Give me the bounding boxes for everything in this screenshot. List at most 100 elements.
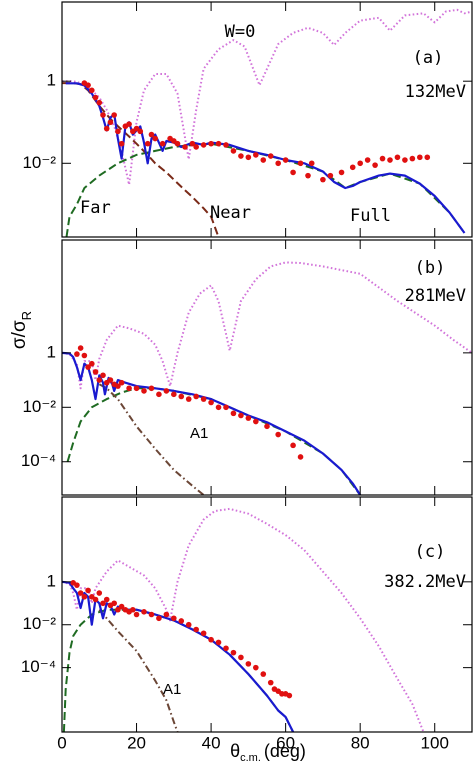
data-point [144, 140, 151, 147]
data-point [402, 157, 408, 163]
data-point [96, 590, 103, 596]
data-point [267, 679, 274, 686]
curve [62, 580, 295, 732]
data-point [286, 692, 293, 699]
data-point [260, 157, 267, 163]
panel-label: (b) [415, 258, 446, 278]
data-point [372, 162, 378, 168]
data-point [156, 615, 162, 622]
curve [62, 261, 472, 390]
data-point [85, 587, 91, 594]
curve [98, 609, 179, 732]
data-point [200, 396, 207, 402]
curve [62, 8, 472, 186]
data-point [208, 399, 214, 406]
data-point [290, 442, 296, 449]
data-point [189, 140, 196, 147]
data-point [100, 372, 106, 379]
data-point [115, 383, 121, 389]
data-point [103, 125, 110, 132]
curve-label: Full [350, 206, 391, 226]
data-point [245, 415, 252, 421]
curve-label: Near [210, 203, 251, 223]
plot-area [62, 8, 472, 237]
data-point [77, 345, 84, 351]
data-point [338, 169, 345, 176]
data-point [174, 140, 181, 147]
y-tick-label: 10⁻² [22, 614, 56, 633]
data-point [148, 611, 155, 618]
data-point [379, 155, 386, 162]
data-point [364, 157, 371, 163]
data-point [148, 131, 155, 138]
curve [66, 387, 362, 495]
data-point [92, 596, 99, 603]
data-point [107, 119, 114, 126]
data-point [118, 140, 125, 147]
data-point [223, 645, 229, 652]
y-tick-label: 1 [47, 342, 56, 361]
data-point [193, 626, 199, 633]
data-point [424, 154, 431, 161]
data-point [417, 154, 423, 161]
y-tick-label: 1 [47, 571, 56, 590]
frame [61, 239, 473, 496]
y-axis-label-sub: R [19, 311, 34, 320]
panel: W=0 Far Near Full 1 10⁻² (a) 132MeV [22, 1, 473, 238]
data-point [152, 135, 158, 142]
data-point [115, 606, 121, 613]
x-tick-label: 100 [421, 733, 449, 752]
data-point [159, 140, 166, 147]
data-point [141, 388, 147, 394]
data-point [253, 152, 259, 158]
data-point [349, 164, 356, 171]
y-tick-label: 10⁻⁴ [21, 657, 56, 676]
data-point [100, 112, 106, 118]
curve [98, 383, 205, 495]
data-point [103, 596, 110, 603]
curve-label: W=0 [225, 22, 256, 42]
data-point [81, 594, 88, 600]
y-tick-label: 10⁻² [22, 153, 56, 172]
data-point [178, 618, 185, 624]
energy-label: 281MeV [405, 286, 466, 306]
data-point [264, 423, 270, 430]
panel-label: (c) [415, 542, 446, 562]
data-point [111, 112, 117, 118]
data-point [163, 388, 170, 394]
data-point [215, 404, 222, 411]
annotation: A1 [163, 681, 181, 698]
data-point [185, 621, 192, 628]
data-point [126, 385, 132, 392]
panel: 1 10⁻² 10⁻⁴ (b) 281MeV A1 σ/σR [9, 239, 473, 496]
panel-label: (a) [413, 48, 444, 68]
data-point [85, 82, 91, 88]
data-point [208, 140, 214, 147]
data-point [96, 377, 103, 383]
x-axis-label-sub: c.m. [240, 752, 261, 764]
data-point [193, 144, 199, 150]
data-point [230, 649, 237, 656]
data-point [308, 160, 315, 167]
data-point [137, 128, 144, 135]
data-point [126, 121, 132, 127]
curve [62, 351, 362, 495]
data-point [171, 391, 177, 398]
data-point [297, 160, 304, 167]
data-point [260, 671, 267, 677]
energy-label: 132MeV [405, 82, 466, 102]
data-point [100, 600, 106, 607]
data-point [118, 603, 125, 610]
y-axis-label: σ/σR [9, 311, 34, 349]
annotation: A1 [190, 425, 208, 442]
data-point [185, 396, 192, 402]
data-point [245, 661, 252, 667]
x-tick-label: 20 [127, 733, 146, 752]
data-point [118, 379, 125, 386]
data-point [156, 391, 162, 398]
data-point [223, 404, 229, 411]
data-point [148, 385, 155, 392]
data-point [96, 99, 103, 106]
x-axis-label-unit: (deg) [264, 741, 306, 761]
